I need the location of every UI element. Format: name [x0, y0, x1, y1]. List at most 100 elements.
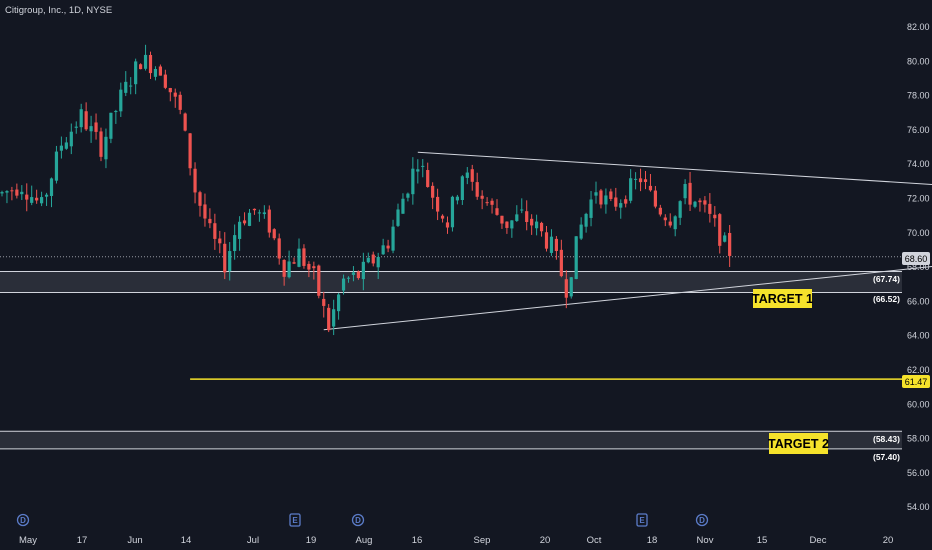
candle	[594, 181, 598, 204]
marker-shape	[695, 513, 709, 527]
time-tick-label: 18	[647, 535, 658, 546]
candle	[341, 274, 346, 295]
candle-body	[257, 212, 261, 214]
earnings-icon[interactable]: E	[289, 513, 301, 527]
support-trendline	[323, 265, 932, 331]
candle	[228, 242, 232, 281]
dividend-icon[interactable]: D	[16, 513, 30, 527]
candle	[257, 209, 261, 222]
candlestick-series	[0, 44, 732, 336]
candle	[54, 145, 59, 184]
candle-body	[505, 221, 509, 228]
candle-body	[475, 182, 479, 197]
zone-2-upper-label: (58.43)	[873, 434, 900, 444]
candle	[287, 250, 291, 279]
candle	[35, 189, 39, 204]
candle	[465, 167, 469, 185]
candle-body	[386, 245, 390, 249]
candle-body	[143, 54, 148, 69]
candle-body	[247, 212, 252, 226]
candle	[351, 266, 356, 282]
candle	[450, 195, 455, 232]
candle-body	[361, 261, 365, 280]
price-axis[interactable]: 54.00 56.00 58.00 60.00 62.00 64.00 66.00 68.00…	[907, 22, 930, 512]
time-tick-label: Aug	[356, 535, 373, 546]
candle	[728, 225, 732, 267]
candle-body	[455, 196, 459, 201]
candle	[475, 172, 479, 200]
time-tick-label: May	[19, 535, 37, 546]
dividend-icon[interactable]: D	[695, 513, 709, 527]
candle	[629, 169, 633, 204]
candle-body	[440, 215, 445, 219]
candle	[396, 203, 400, 228]
time-tick-label: 20	[883, 535, 894, 546]
candle-body	[713, 214, 717, 219]
candle-body	[119, 89, 123, 112]
zone-1-fill	[0, 271, 902, 293]
marker-shape	[351, 513, 365, 527]
candle	[109, 112, 113, 144]
time-axis[interactable]: May 17 Jun 14 Jul 19 Aug 16 Sep 20 Oct 18 Nov 15 Dec 20	[19, 535, 893, 546]
candle	[277, 233, 281, 265]
candle	[624, 195, 628, 208]
candle	[5, 190, 9, 204]
candle-body	[153, 68, 158, 77]
candle	[143, 44, 148, 71]
candle-body	[228, 251, 232, 272]
candle	[148, 51, 153, 79]
candle-body	[663, 217, 667, 221]
candle-body	[554, 238, 558, 252]
candle-body	[371, 254, 375, 264]
candle-body	[653, 190, 657, 207]
candle	[252, 208, 257, 215]
candle	[44, 192, 49, 206]
candle	[203, 193, 207, 227]
candle-body	[272, 229, 276, 239]
candle-body	[599, 190, 603, 205]
candle	[693, 200, 697, 209]
candle	[30, 185, 34, 206]
candle-body	[109, 112, 113, 139]
candle	[40, 191, 44, 207]
candle-body	[460, 176, 464, 201]
candle-body	[436, 196, 440, 212]
earnings-icon[interactable]: E	[636, 513, 648, 527]
candle-body	[728, 232, 732, 256]
candle-body	[648, 185, 653, 191]
candle-body	[401, 198, 405, 214]
candle-body	[64, 142, 68, 149]
candle-body	[520, 209, 524, 211]
candle	[564, 270, 568, 309]
candle-body	[619, 203, 623, 208]
candle-body	[535, 221, 539, 229]
time-tick-label: 19	[306, 535, 317, 546]
time-tick-label: Nov	[697, 535, 714, 546]
candle-body	[515, 214, 519, 221]
candle	[559, 239, 563, 278]
dividend-icon[interactable]: D	[351, 513, 365, 527]
candle	[64, 137, 68, 150]
candle	[406, 192, 410, 202]
candle	[718, 212, 722, 254]
candle-body	[277, 238, 281, 259]
candle	[386, 239, 390, 253]
candle	[723, 232, 727, 243]
candle-body	[218, 238, 222, 244]
candle	[20, 185, 24, 201]
candle	[223, 232, 227, 280]
candle	[510, 220, 514, 238]
candle-body	[470, 169, 474, 182]
candle-body	[579, 224, 583, 239]
candle	[238, 216, 242, 251]
candle	[119, 82, 123, 117]
candle-body	[35, 197, 39, 201]
candle-body	[614, 197, 618, 207]
candle-body	[549, 236, 554, 253]
candle	[282, 259, 286, 286]
candle	[713, 206, 717, 227]
candle-body	[252, 208, 257, 211]
candle	[643, 171, 648, 190]
